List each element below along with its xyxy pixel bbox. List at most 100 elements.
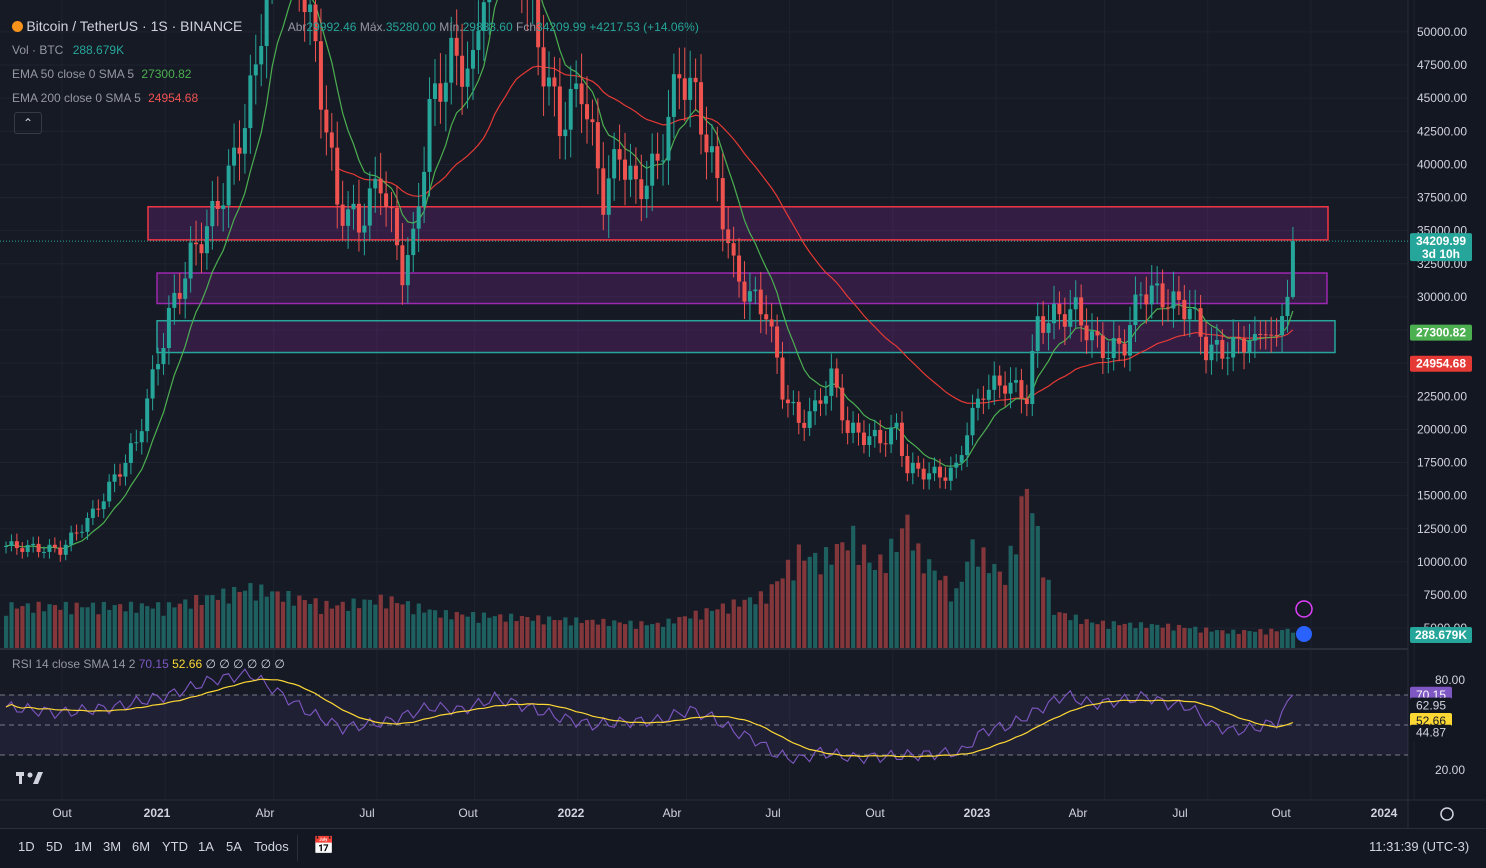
volume-bar (688, 618, 693, 648)
candle (1231, 319, 1236, 372)
candle-body (150, 369, 155, 399)
candle-body (443, 82, 448, 102)
candle-body (861, 432, 866, 446)
volume-bar (36, 601, 41, 648)
candle (742, 261, 747, 319)
volume-bar (823, 547, 829, 648)
candle (1285, 279, 1290, 333)
candle (1280, 303, 1285, 353)
volume-bar (1008, 545, 1013, 648)
ema200-tag-text: 24954.68 (1416, 357, 1466, 371)
volume-bar (373, 604, 378, 648)
candle-body (264, 0, 269, 47)
candle (470, 29, 475, 100)
rsi-extra-values: ∅ ∅ ∅ ∅ ∅ ∅ (205, 657, 285, 671)
candle-body (384, 193, 389, 208)
range-1m[interactable]: 1M (74, 839, 93, 854)
ema50-tag: 27300.82 (1410, 324, 1472, 341)
candle-body (970, 407, 975, 436)
volume-bar (454, 611, 459, 648)
candle-body (726, 229, 731, 244)
candle-body (1242, 338, 1247, 353)
volume-bar (422, 612, 427, 648)
candle (916, 455, 921, 477)
time-axis-label: Jul (765, 806, 780, 820)
candle-body (1258, 333, 1263, 335)
volume-bar (1209, 631, 1214, 648)
clock-timezone[interactable]: 11:31:39 (UTC-3) (1369, 839, 1470, 854)
candle (526, 0, 528, 31)
volume-bar (318, 613, 324, 648)
rsi-legend[interactable]: RSI 14 close SMA 14 2 70.15 52.66 ∅ ∅ ∅ … (12, 657, 285, 671)
candle-body (9, 541, 14, 546)
candle-body (753, 289, 758, 292)
volume-bar (818, 574, 823, 648)
candle-body (308, 4, 313, 13)
collapse-legend-button[interactable]: ⌃ (14, 112, 42, 134)
volume-bar (758, 591, 763, 648)
range-5a[interactable]: 5A (226, 839, 242, 854)
volume-bar (791, 580, 796, 648)
volume-bar (14, 608, 20, 648)
range-ytd[interactable]: YTD (162, 839, 188, 854)
volume-bar (1046, 579, 1051, 648)
candle (677, 47, 682, 110)
calendar-icon[interactable]: 📅 (313, 836, 335, 855)
price-tick-label: 40000.00 (1417, 157, 1467, 171)
range-1a[interactable]: 1A (198, 839, 214, 854)
candle (612, 132, 617, 201)
candle (183, 261, 188, 319)
rsi-tick-label: 80.00 (1435, 673, 1465, 687)
candle (1068, 289, 1073, 339)
candle-body (1008, 382, 1013, 394)
volume-bar (682, 616, 687, 648)
range-3m[interactable]: 3M (103, 839, 122, 854)
candle-body (1187, 308, 1192, 320)
volume-bar (965, 561, 970, 648)
volume-bar (1198, 632, 1203, 648)
rsi-tag-text: 52.66 (1416, 714, 1446, 728)
candle (568, 65, 573, 158)
candle-body (232, 147, 237, 166)
rsi-line (5, 668, 1294, 765)
volume-bar (628, 620, 633, 648)
candle (1041, 301, 1046, 345)
rsi-tag-bg (1410, 697, 1452, 714)
toolbar-divider (297, 835, 298, 861)
candle-body (460, 55, 465, 87)
candle (384, 171, 389, 227)
candle-body (552, 77, 557, 87)
candle (840, 374, 845, 434)
candle-body (1263, 334, 1268, 336)
candle-body (340, 204, 345, 226)
candle (666, 89, 671, 185)
candle (47, 539, 52, 559)
volume-bar (1171, 630, 1176, 648)
candle (775, 314, 780, 374)
range-todos[interactable]: Todos (254, 839, 289, 854)
low-value: 29833.60 (462, 20, 513, 34)
range-1d[interactable]: 1D (18, 839, 35, 854)
candle-body (253, 64, 258, 76)
candle-body (845, 420, 850, 433)
candle (878, 419, 883, 453)
volume-legend[interactable]: Vol · BTC 288.679K (12, 43, 124, 57)
candle-body (199, 244, 204, 254)
volume-bar (492, 616, 497, 648)
range-5d[interactable]: 5D (46, 839, 63, 854)
volume-bar (845, 550, 850, 648)
candle-body (411, 228, 416, 256)
candle (1138, 282, 1143, 310)
symbol-title[interactable]: Bitcoin / TetherUS · 1S · BINANCE (26, 18, 243, 34)
ema200-legend[interactable]: EMA 200 close 0 SMA 5 24954.68 (12, 91, 198, 105)
ema50-legend[interactable]: EMA 50 close 0 SMA 5 27300.82 (12, 67, 191, 81)
candle-body (1155, 283, 1160, 286)
candle-body (796, 401, 801, 423)
price-tick-label: 22500.00 (1417, 389, 1467, 403)
range-6m[interactable]: 6M (132, 839, 151, 854)
candle (997, 365, 1002, 399)
volume-tag-text: 288.679K (1415, 628, 1467, 642)
candle (927, 462, 932, 490)
candle-body (367, 188, 372, 226)
